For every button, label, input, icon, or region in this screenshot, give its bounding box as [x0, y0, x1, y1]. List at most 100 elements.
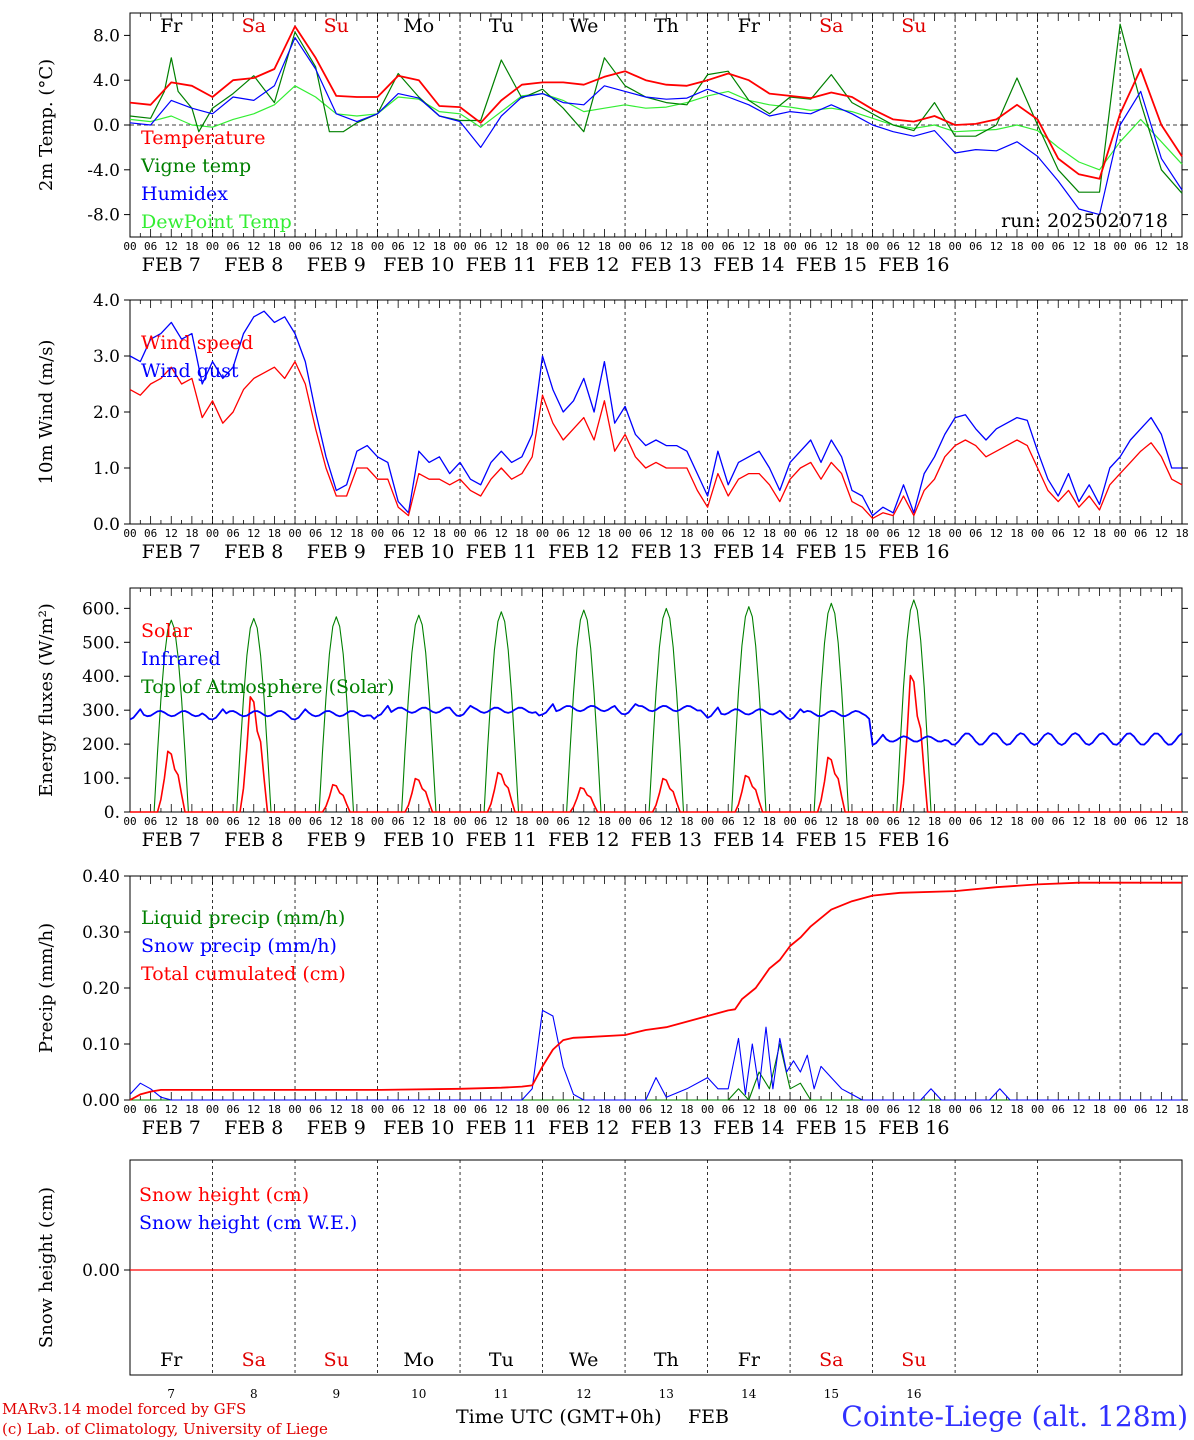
y-tick-label: 0.00: [82, 1091, 120, 1111]
date-label: FEB 11: [466, 829, 537, 851]
hour-tick-label: 12: [330, 1103, 343, 1116]
hour-tick-label: 06: [309, 1103, 322, 1116]
day-number: 15: [824, 1387, 839, 1401]
y-axis-label: Precip (mm/h): [36, 923, 57, 1053]
temp-series-line: [129, 36, 1183, 216]
hour-tick-label: 06: [722, 1103, 735, 1116]
y-tick-label: 4.0: [93, 291, 120, 311]
hour-tick-label: 12: [660, 815, 673, 828]
hour-tick-label: 00: [536, 815, 549, 828]
hour-tick-label: 06: [639, 1103, 652, 1116]
hour-tick-label: 18: [1175, 527, 1188, 540]
hour-tick-label: 06: [804, 1103, 817, 1116]
hour-tick-label: 06: [887, 240, 900, 253]
hour-tick-label: 06: [887, 815, 900, 828]
hour-tick-label: 18: [1093, 1103, 1106, 1116]
hour-tick-label: 00: [453, 527, 466, 540]
day-abbr-top: We: [569, 15, 598, 37]
hour-tick-label: 18: [350, 527, 363, 540]
hour-tick-label: 06: [639, 240, 652, 253]
hour-tick-label: 18: [845, 527, 858, 540]
hour-tick-label: 00: [701, 527, 714, 540]
hour-tick-label: 12: [495, 1103, 508, 1116]
hour-tick-label: 18: [1010, 1103, 1023, 1116]
hour-tick-label: 06: [1052, 1103, 1065, 1116]
hour-tick-label: 00: [288, 240, 301, 253]
hour-tick-label: 12: [990, 1103, 1003, 1116]
date-label: FEB 15: [796, 254, 867, 276]
solar-line: [130, 674, 1182, 813]
hour-tick-label: 18: [680, 240, 693, 253]
hour-tick-label: 18: [680, 1103, 693, 1116]
date-label: FEB 13: [631, 829, 702, 851]
y-axis-label: Snow height (cm): [36, 1187, 57, 1348]
hour-tick-label: 00: [948, 1103, 961, 1116]
hour-tick-label: 12: [412, 527, 425, 540]
hour-tick-label: 06: [804, 240, 817, 253]
hour-tick-label: 18: [433, 1103, 446, 1116]
legend-entry: Wind gust: [141, 360, 239, 382]
y-axis-label: 2m Temp. (°C): [36, 59, 57, 191]
hour-tick-label: 06: [144, 527, 157, 540]
date-label: FEB 9: [307, 254, 366, 276]
hour-tick-label: 00: [1113, 527, 1126, 540]
y-axis-label: Energy fluxes (W/m²): [36, 603, 57, 797]
y-tick-label: 0.40: [82, 867, 120, 887]
hour-tick-label: 06: [969, 1103, 982, 1116]
hour-tick-label: 00: [866, 527, 879, 540]
hour-tick-label: 06: [722, 240, 735, 253]
hour-tick-label: 12: [660, 527, 673, 540]
hour-tick-label: 12: [577, 815, 590, 828]
hour-tick-label: 00: [123, 1103, 136, 1116]
day-abbr-bottom: Su: [324, 1349, 349, 1371]
hour-tick-label: 06: [1052, 815, 1065, 828]
hour-tick-label: 18: [763, 527, 776, 540]
hour-tick-label: 00: [866, 815, 879, 828]
hour-tick-label: 06: [309, 527, 322, 540]
hour-tick-label: 12: [165, 527, 178, 540]
date-label: FEB 13: [631, 541, 702, 563]
hour-tick-label: 12: [165, 815, 178, 828]
x-axis-title: Time UTC (GMT+0h): [456, 1406, 662, 1428]
hour-tick-label: 00: [783, 815, 796, 828]
hour-tick-label: 00: [123, 240, 136, 253]
date-label: FEB 15: [796, 1117, 867, 1139]
hour-tick-label: 12: [1155, 527, 1168, 540]
y-tick-label: 500.: [82, 633, 120, 653]
hour-tick-label: 06: [474, 1103, 487, 1116]
hour-tick-label: 18: [763, 240, 776, 253]
y-tick-label: 0.00: [82, 1261, 120, 1281]
hour-tick-label: 06: [144, 815, 157, 828]
legend-entry: Wind speed: [141, 332, 253, 354]
hour-tick-label: 18: [680, 527, 693, 540]
precip-series-line: [129, 881, 1182, 1101]
day-abbr-top: Su: [324, 15, 349, 37]
date-label: FEB 11: [466, 1117, 537, 1139]
hour-tick-label: 12: [247, 1103, 260, 1116]
hour-tick-label: 06: [557, 527, 570, 540]
hour-tick-label: 00: [371, 240, 384, 253]
hour-tick-label: 12: [1072, 1103, 1085, 1116]
date-label: FEB 10: [383, 1117, 454, 1139]
hour-tick-label: 12: [247, 527, 260, 540]
hour-tick-label: 00: [206, 527, 219, 540]
hour-tick-label: 06: [1052, 240, 1065, 253]
day-abbr-bottom: Fr: [738, 1349, 761, 1371]
date-label: FEB 12: [548, 254, 619, 276]
hour-tick-label: 12: [1155, 240, 1168, 253]
temp-series-line: [129, 25, 1183, 180]
hour-tick-label: 12: [825, 815, 838, 828]
hour-tick-label: 06: [227, 240, 240, 253]
panel-frame: [129, 299, 1183, 525]
date-label: FEB 9: [307, 1117, 366, 1139]
date-label: FEB 8: [224, 1117, 283, 1139]
date-label: FEB 14: [713, 1117, 784, 1139]
y-tick-label: 400.: [82, 667, 120, 687]
hour-tick-label: 12: [990, 815, 1003, 828]
hour-tick-label: 18: [1010, 527, 1023, 540]
hour-tick-label: 18: [433, 815, 446, 828]
hour-tick-label: 06: [969, 815, 982, 828]
day-abbr-top: Su: [901, 15, 926, 37]
hour-tick-label: 00: [371, 815, 384, 828]
day-abbr-bottom: We: [569, 1349, 598, 1371]
